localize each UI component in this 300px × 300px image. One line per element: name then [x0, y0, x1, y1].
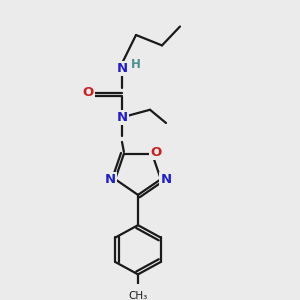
Text: O: O [151, 146, 162, 159]
Text: N: N [116, 111, 128, 124]
Text: N: N [116, 61, 128, 75]
Text: O: O [82, 86, 94, 99]
Text: CH₃: CH₃ [128, 291, 148, 300]
Text: N: N [105, 173, 116, 186]
Text: H: H [131, 58, 141, 71]
Text: N: N [160, 173, 171, 186]
